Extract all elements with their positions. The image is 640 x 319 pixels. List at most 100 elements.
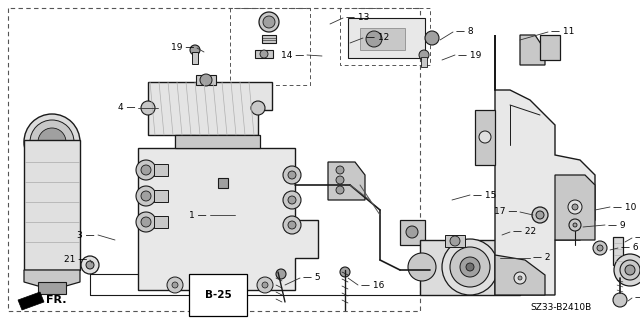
Circle shape [136, 212, 156, 232]
Circle shape [283, 166, 301, 184]
Circle shape [81, 256, 99, 274]
Circle shape [251, 101, 265, 115]
Circle shape [190, 45, 200, 55]
Circle shape [141, 165, 151, 175]
Circle shape [593, 241, 607, 255]
Text: — 19: — 19 [458, 50, 481, 60]
Circle shape [200, 74, 212, 86]
Text: — 16: — 16 [361, 280, 385, 290]
Bar [218, 178, 228, 188]
Polygon shape [495, 35, 595, 295]
Polygon shape [360, 28, 405, 50]
Circle shape [263, 16, 275, 28]
Circle shape [425, 31, 439, 45]
Circle shape [262, 282, 268, 288]
Circle shape [620, 260, 640, 280]
Polygon shape [148, 82, 272, 135]
Circle shape [30, 120, 74, 164]
Circle shape [257, 277, 273, 293]
Text: 19 —: 19 — [171, 43, 194, 53]
Circle shape [450, 247, 490, 287]
Circle shape [613, 293, 627, 307]
Bar [154, 164, 168, 176]
Polygon shape [348, 18, 425, 58]
Text: — 9: — 9 [608, 220, 626, 229]
Polygon shape [400, 220, 425, 245]
Bar [421, 57, 427, 67]
Text: — 15: — 15 [473, 190, 497, 199]
Bar [262, 35, 276, 43]
Circle shape [38, 128, 66, 156]
Bar [154, 190, 168, 202]
Circle shape [202, 282, 208, 288]
Circle shape [288, 196, 296, 204]
Circle shape [288, 171, 296, 179]
Circle shape [260, 50, 268, 58]
Text: — 8: — 8 [456, 27, 474, 36]
Circle shape [276, 269, 286, 279]
Bar [192, 52, 198, 64]
Circle shape [568, 200, 582, 214]
Circle shape [283, 216, 301, 234]
Text: — 18: — 18 [635, 293, 640, 302]
Text: — 12: — 12 [366, 33, 389, 42]
Text: 17 —: 17 — [493, 207, 517, 217]
Circle shape [614, 254, 640, 286]
Polygon shape [24, 270, 80, 290]
Circle shape [283, 191, 301, 209]
Circle shape [141, 101, 155, 115]
Circle shape [536, 211, 544, 219]
Polygon shape [520, 35, 545, 65]
Circle shape [288, 221, 296, 229]
Bar [196, 75, 216, 85]
Circle shape [86, 261, 94, 269]
Circle shape [24, 114, 80, 170]
Polygon shape [495, 255, 545, 295]
Circle shape [197, 277, 213, 293]
Circle shape [136, 160, 156, 180]
Circle shape [460, 257, 480, 277]
Circle shape [466, 263, 474, 271]
Text: — 7: — 7 [635, 234, 640, 242]
Text: 3 —: 3 — [77, 231, 95, 240]
Text: — 10: — 10 [613, 203, 636, 211]
Circle shape [227, 277, 243, 293]
Circle shape [479, 131, 491, 143]
Polygon shape [328, 162, 365, 200]
Circle shape [136, 186, 156, 206]
Circle shape [597, 245, 603, 251]
Text: B-25: B-25 [205, 290, 232, 300]
Circle shape [336, 166, 344, 174]
Circle shape [141, 217, 151, 227]
Circle shape [419, 50, 429, 60]
Circle shape [232, 282, 238, 288]
Circle shape [573, 223, 577, 227]
Text: — 6: — 6 [621, 243, 639, 253]
Circle shape [450, 236, 460, 246]
Circle shape [336, 186, 344, 194]
Polygon shape [175, 135, 260, 148]
Polygon shape [175, 135, 195, 148]
Text: 14 —: 14 — [281, 50, 304, 60]
Polygon shape [475, 110, 495, 165]
Text: — 2: — 2 [533, 254, 550, 263]
Circle shape [336, 176, 344, 184]
Text: FR.: FR. [46, 295, 67, 305]
Circle shape [406, 226, 418, 238]
Bar [445, 235, 465, 247]
Bar [154, 216, 168, 228]
Circle shape [625, 265, 635, 275]
Text: — 11: — 11 [551, 27, 574, 36]
Polygon shape [420, 240, 520, 295]
Text: 4 —: 4 — [118, 103, 135, 113]
Circle shape [141, 191, 151, 201]
Text: 21 —: 21 — [64, 256, 87, 264]
Bar [255, 50, 273, 58]
Text: SZ33-B2410B: SZ33-B2410B [530, 303, 591, 313]
Circle shape [569, 219, 581, 231]
Text: 1 —: 1 — [189, 211, 207, 219]
Bar [38, 282, 66, 294]
Circle shape [518, 276, 522, 280]
Bar [24, 140, 80, 270]
Circle shape [340, 267, 350, 277]
